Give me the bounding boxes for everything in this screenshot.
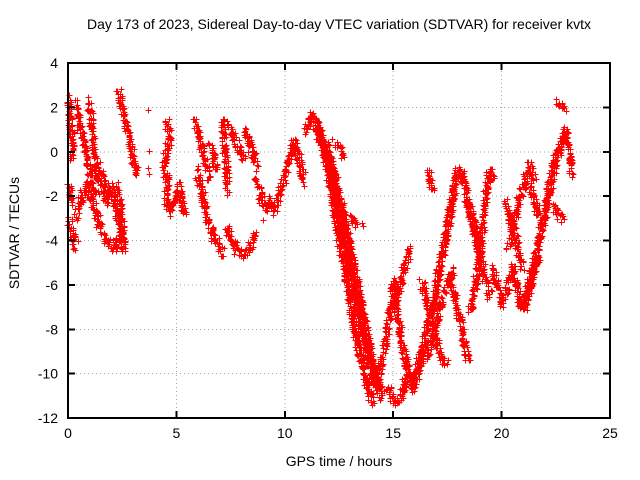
x-tick-label: 25 bbox=[602, 425, 618, 441]
x-tick-label: 5 bbox=[173, 425, 181, 441]
y-tick-label: -8 bbox=[46, 321, 59, 337]
x-axis-title: GPS time / hours bbox=[285, 453, 393, 469]
chart-title: Day 173 of 2023, Sidereal Day-to-day VTE… bbox=[87, 16, 591, 32]
x-tick-label: 20 bbox=[494, 425, 510, 441]
x-tick-label: 15 bbox=[385, 425, 401, 441]
scatter-markers bbox=[64, 86, 577, 409]
x-tick-label: 0 bbox=[64, 425, 72, 441]
y-tick-label: -2 bbox=[46, 188, 59, 204]
y-tick-label: 2 bbox=[50, 99, 58, 115]
y-axis-title: SDTVAR / TECUs bbox=[6, 176, 22, 290]
y-tick-label: -10 bbox=[38, 366, 58, 382]
y-tick-label: 4 bbox=[50, 55, 58, 71]
y-tick-label: 0 bbox=[50, 144, 58, 160]
y-tick-label: -4 bbox=[46, 233, 59, 249]
y-tick-label: -12 bbox=[38, 410, 58, 426]
x-tick-label: 10 bbox=[277, 425, 293, 441]
y-tick-label: -6 bbox=[46, 277, 59, 293]
